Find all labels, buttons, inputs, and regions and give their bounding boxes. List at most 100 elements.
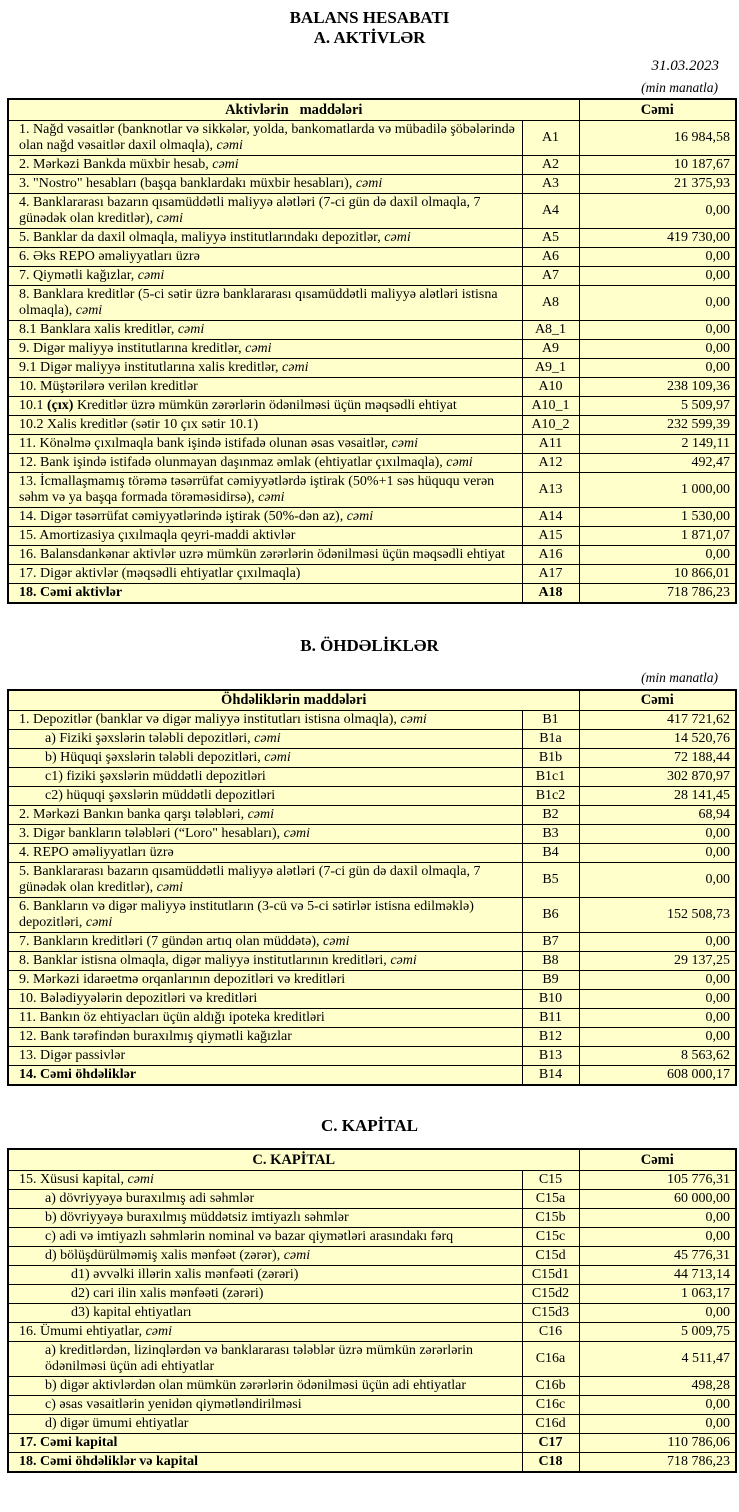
- row-value-cell: 1 000,00: [578, 471, 737, 508]
- row-label-text: 2. Mərkəzi Bankda müxbir hesab,: [19, 156, 213, 172]
- row-label-text: 17. Digər aktivlər (məqsədli ehtiyatlar …: [19, 565, 301, 581]
- row-value-cell: 16 984,58: [578, 119, 737, 156]
- section-heading-a: A. AKTİVLƏR: [313, 28, 426, 47]
- row-label-text: cəmi: [283, 826, 311, 841]
- table-row: 2. Mərkəzi Bankda müxbir hesab, cəmi A2 10…: [7, 154, 737, 175]
- row-label-cell: 11. Bankın öz ehtiyacları üçün aldığı ip…: [7, 1008, 523, 1028]
- row-label-cell: 6. Bankların və digər maliyyə institutla…: [7, 897, 523, 933]
- row-code-cell: A9: [521, 338, 580, 359]
- row-label-text: cəmi: [400, 712, 427, 727]
- table-row: 11. Bankın öz ehtiyacları üçün aldığı ip…: [7, 1008, 737, 1028]
- row-label-text: cəmi: [355, 175, 383, 191]
- row-label-text: Kreditlər üzrə mümkün zərərlərin ödənilm…: [73, 397, 457, 413]
- row-value-cell: 608 000,17: [578, 1065, 737, 1086]
- row-code-cell: B12: [521, 1027, 580, 1047]
- section-heading-c: C. KAPİTAL: [321, 1116, 418, 1135]
- row-label-cell: 15. Amortizasiya çıxılmaqla qeyri-maddi …: [7, 525, 523, 546]
- table-row: 4. Banklararası bazarın qısamüddətli mal…: [7, 192, 737, 229]
- table-row: 16. Ümumi ehtiyatlar, cəmi C16 5 009,75: [7, 1321, 737, 1342]
- row-value-cell: 45 776,31: [578, 1245, 737, 1266]
- table-row: 8. Banklar istisna olmaqla, digər maliyy…: [7, 951, 737, 971]
- table-row: 7. Bankların kreditləri (7 gündən artıq …: [7, 932, 737, 952]
- row-code-cell: B9: [521, 970, 580, 990]
- row-label-text: cəmi: [254, 731, 281, 746]
- row-code-cell: A14: [521, 506, 580, 527]
- table-row: 5. Banklar da daxil olmaqla, maliyyə ins…: [7, 227, 737, 248]
- row-code-cell: A11: [521, 433, 580, 454]
- row-value-cell: 419 730,00: [578, 227, 737, 248]
- row-label-text: 3. Digər bankların tələbləri (“Loro" hes…: [19, 826, 284, 841]
- table-header-row: C. KAPİTAL Cəmi: [7, 1148, 737, 1171]
- table-row: 5. Banklararası bazarın qısamüddətli mal…: [7, 862, 737, 898]
- row-value-cell: 0,00: [578, 1302, 737, 1323]
- table-row: 8. Banklara kreditlər (5-ci sətir üzrə b…: [7, 284, 737, 321]
- row-value-cell: 10 187,67: [578, 154, 737, 175]
- row-label-cell: 18. Cəmi öhdəliklər və kapital: [7, 1451, 523, 1472]
- table-row: 1. Depozitlər (banklar və digər maliyyə …: [7, 710, 737, 730]
- row-code-cell: B1b: [521, 748, 580, 768]
- row-value-cell: 0,00: [578, 1413, 737, 1434]
- table-row: c) adi və imtiyazlı səhmlərin nominal və…: [7, 1226, 737, 1247]
- row-label-cell: 10. Bələdiyyələrin depozitləri və kredit…: [7, 989, 523, 1009]
- row-label-text: cəmi: [145, 1323, 173, 1339]
- row-value-cell: 0,00: [578, 265, 737, 286]
- table-row: c1) fiziki şəxslərin müddətli depozitlər…: [7, 767, 737, 787]
- row-code-cell: B2: [521, 805, 580, 825]
- row-label-text: 14. Digər təsərrüfat cəmiyyətlərində işt…: [19, 508, 347, 524]
- balance-report-page: { "page": { "title": "BALANS HESABATI", …: [0, 8, 739, 1512]
- row-value-cell: 718 786,23: [578, 1451, 737, 1472]
- row-value-cell: 28 141,45: [578, 786, 737, 806]
- row-code-cell: A10_1: [521, 395, 580, 416]
- row-code-cell: C16d: [521, 1413, 580, 1434]
- row-value-cell: 0,00: [578, 824, 737, 844]
- row-value-cell: 10 866,01: [578, 563, 737, 584]
- row-label-text: d) digər ümumi ehtiyatlar: [45, 1415, 189, 1431]
- row-label-text: cəmi: [391, 435, 418, 451]
- row-label-cell: 8. Banklara kreditlər (5-ci sətir üzrə b…: [7, 284, 523, 321]
- unit-note-a: (min manatla): [641, 80, 718, 95]
- table-row: 14. Digər təsərrüfat cəmiyyətlərində işt…: [7, 506, 737, 527]
- row-label-text: 5. Banklararası bazarın qısamüddətli mal…: [19, 864, 481, 895]
- table-row: 10. Müştərilərə verilən kreditlər A10 238 …: [7, 376, 737, 397]
- row-label-text: 10. Müştərilərə verilən kreditlər: [19, 378, 198, 394]
- table-row: a) Fiziki şəxslərin tələbli depozitləri,…: [7, 729, 737, 749]
- row-code-cell: B1: [521, 710, 580, 730]
- row-label-cell: d) bölüşdürülməmiş xalis mənfəət (zərər)…: [7, 1245, 523, 1266]
- table-row: 7. Qiymətli kağızlar, cəmi A7 0,00: [7, 265, 737, 286]
- row-label-cell: 12. Bank işində istifadə olunmayan daşın…: [7, 452, 523, 473]
- row-code-cell: B14: [521, 1065, 580, 1086]
- report-date: 31.03.2023: [651, 58, 720, 74]
- row-code-cell: A8_1: [521, 319, 580, 340]
- row-label-text: b) digər aktivlərdən olan mümkün zərərlə…: [45, 1377, 467, 1393]
- row-label-text: 4. Banklararası bazarın qısamüddətli mal…: [19, 194, 481, 226]
- section-heading-b: B. ÖHDƏLİKLƏR: [300, 635, 439, 655]
- row-value-cell: 0,00: [578, 1207, 737, 1228]
- row-value-cell: 105 776,31: [578, 1169, 737, 1190]
- row-label-cell: a) Fiziki şəxslərin tələbli depozitləri,…: [7, 729, 523, 749]
- row-value-cell: 302 870,97: [578, 767, 737, 787]
- row-code-cell: C16a: [521, 1340, 580, 1377]
- row-label-cell: 5. Banklararası bazarın qısamüddətli mal…: [7, 862, 523, 898]
- table-row: c) əsas vəsaitlərin yenidən qiymətləndir…: [7, 1394, 737, 1415]
- row-label-cell: 3. "Nostro" hesabları (başqa banklardakı…: [7, 173, 523, 194]
- table-row: d3) kapital ehtiyatları C15d3 0,00: [7, 1302, 737, 1323]
- row-label-text: 6. Bankların və digər maliyyə institutla…: [19, 899, 474, 930]
- row-code-cell: C15b: [521, 1207, 580, 1228]
- row-code-cell: A5: [521, 227, 580, 248]
- row-value-cell: 5 009,75: [578, 1321, 737, 1342]
- row-value-cell: 718 786,23: [578, 582, 737, 603]
- row-label-text: cəmi: [75, 302, 103, 318]
- row-label-text: cəmi: [283, 1247, 311, 1263]
- row-value-cell: 4 511,47: [578, 1340, 737, 1377]
- table-row: a) kreditlərdən, lizinqlərdən və banklar…: [7, 1340, 737, 1377]
- row-value-cell: 0,00: [578, 970, 737, 990]
- row-label-text: 7. Bankların kreditləri (7 gündən artıq …: [19, 934, 324, 949]
- row-value-cell: 0,00: [578, 319, 737, 340]
- row-code-cell: A8: [521, 284, 580, 321]
- row-code-cell: A9_1: [521, 357, 580, 378]
- row-label-text: cəmi: [85, 915, 113, 930]
- row-label-text: 13. Digər passivlər: [19, 1048, 126, 1063]
- row-code-cell: C16: [521, 1321, 580, 1342]
- row-label-cell: 3. Digər bankların tələbləri (“Loro" hes…: [7, 824, 523, 844]
- table-row: 18. Cəmi aktivlər A18 718 786,23: [7, 582, 737, 603]
